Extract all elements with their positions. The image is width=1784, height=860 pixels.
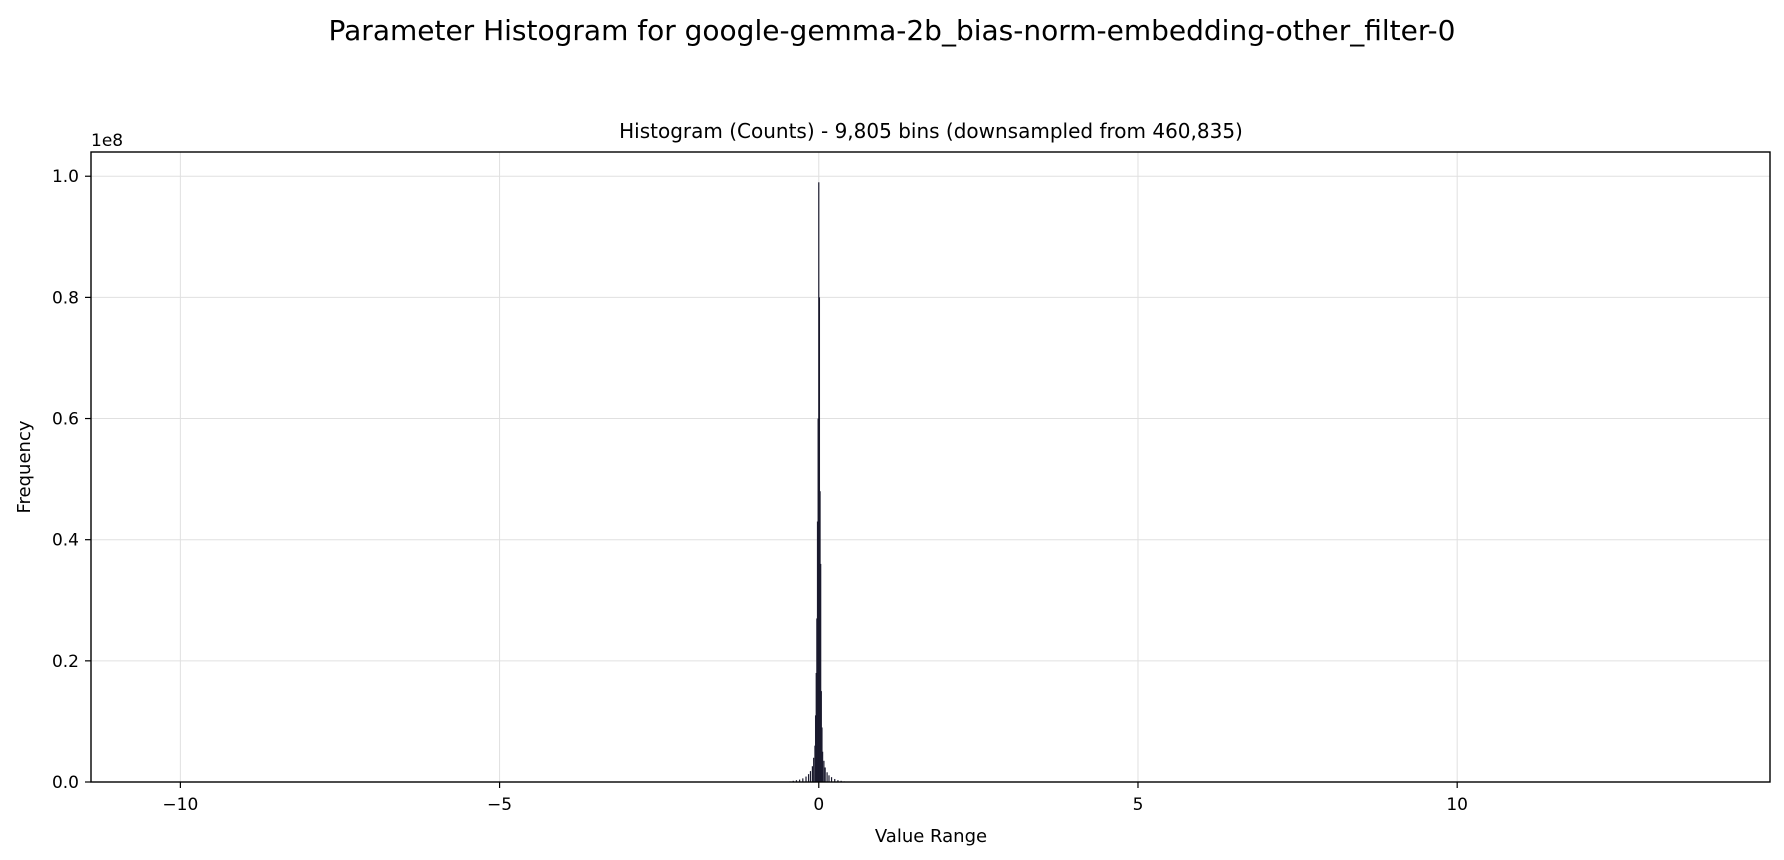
histogram-bar <box>820 563 822 782</box>
y-axis-scale-label: 1e8 <box>91 131 123 151</box>
histogram-bar <box>837 780 839 782</box>
histogram-bar <box>820 691 822 782</box>
histogram-bar <box>823 760 825 782</box>
y-tick-label: 1.0 <box>52 167 79 187</box>
histogram-bar <box>817 418 819 782</box>
figure-suptitle: Parameter Histogram for google-gemma-2b_… <box>329 14 1456 47</box>
x-tick-label: 0 <box>813 795 824 815</box>
histogram-bar <box>816 618 818 782</box>
grid-lines <box>91 152 1770 783</box>
histogram-bar <box>816 521 819 782</box>
histogram-bar <box>828 775 830 782</box>
x-axis-ticks: −10 −5 0 5 10 <box>162 782 1468 815</box>
histogram-bar <box>822 751 824 782</box>
histogram-bar <box>818 297 821 782</box>
histogram-bar <box>814 715 817 782</box>
histogram-bar <box>795 780 798 782</box>
histogram-bar <box>807 774 810 783</box>
histogram-bar <box>802 778 804 782</box>
chart-title: Histogram (Counts) - 9,805 bins (downsam… <box>619 119 1243 143</box>
x-axis-label: Value Range <box>875 826 987 847</box>
histogram-bar <box>805 776 807 782</box>
y-tick-label: 0.6 <box>52 410 79 430</box>
histogram-bar <box>818 182 820 783</box>
y-tick-label: 0.4 <box>52 531 79 551</box>
histogram-bar <box>830 777 833 782</box>
x-tick-label: 10 <box>1446 795 1468 815</box>
histogram-bar <box>824 767 826 782</box>
y-tick-label: 0.8 <box>52 288 79 308</box>
y-tick-label: 0.0 <box>52 773 79 793</box>
plot-area-frame <box>90 151 1771 783</box>
histogram-bar <box>821 727 823 782</box>
y-axis-label: Frequency <box>14 420 35 513</box>
y-tick-label: 0.2 <box>52 652 79 672</box>
histogram-bar <box>834 778 836 782</box>
y-axis-ticks: 0.0 0.2 0.4 0.6 0.8 1.0 <box>52 167 91 793</box>
histogram-bars <box>789 182 849 783</box>
histogram-bar <box>826 772 828 782</box>
x-tick-label: −10 <box>162 795 198 815</box>
histogram-bar <box>819 491 821 782</box>
histogram-bar <box>814 745 816 782</box>
histogram-bar <box>799 779 801 782</box>
x-tick-label: −5 <box>487 795 512 815</box>
histogram-bar <box>815 672 817 782</box>
histogram-bar <box>813 757 815 782</box>
histogram-bar <box>809 771 812 782</box>
x-tick-label: 5 <box>1133 795 1144 815</box>
histogram-bar <box>811 766 813 782</box>
